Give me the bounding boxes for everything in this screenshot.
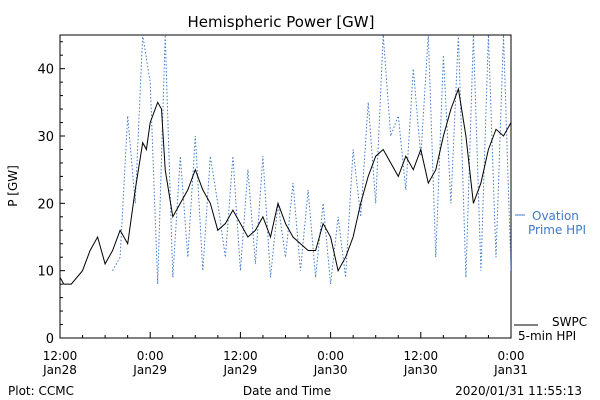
x-axis-ticks: 12:00Jan280:00Jan2912:00Jan290:00Jan3012…	[42, 332, 528, 377]
y-tick-label: 0	[46, 332, 54, 347]
footer-timestamp: 2020/01/31 11:55:13	[455, 384, 582, 398]
x-tick-date: Jan29	[223, 363, 258, 377]
series-layer	[60, 35, 511, 285]
y-axis-label: P [GW]	[6, 165, 20, 207]
footer-source: Plot: CCMC	[8, 384, 74, 398]
ovation-legend-line2: Prime HPI	[528, 223, 586, 237]
y-tick-label: 30	[37, 130, 54, 145]
chart-title: Hemispheric Power [GW]	[188, 13, 375, 31]
x-tick-date: Jan31	[493, 363, 528, 377]
x-tick-date: Jan28	[42, 363, 77, 377]
x-tick-time: 12:00	[404, 349, 439, 363]
y-tick-label: 20	[37, 197, 54, 212]
y-tick-label: 40	[37, 63, 54, 78]
swpc-legend-line1: SWPC	[552, 315, 587, 329]
x-tick-time: 0:00	[317, 349, 344, 363]
y-tick-label: 10	[37, 265, 54, 280]
x-tick-date: Jan30	[313, 363, 348, 377]
x-tick-time: 0:00	[137, 349, 164, 363]
y-axis-ticks: 0 10 20 30 40	[37, 41, 65, 347]
x-tick-date: Jan29	[132, 363, 167, 377]
x-tick-time: 12:00	[223, 349, 258, 363]
x-tick-time: 0:00	[498, 349, 525, 363]
ovation-legend-line1: Ovation	[532, 209, 579, 223]
x-tick-time: 12:00	[43, 349, 78, 363]
swpc-legend-line2: 5-min HPI	[518, 329, 576, 343]
x-axis-label: Date and Time	[243, 384, 331, 398]
plot-frame	[59, 34, 512, 339]
swpc-5-min-hpi-line	[60, 86, 511, 285]
x-tick-date: Jan30	[403, 363, 438, 377]
ovation-prime-hpi-line	[112, 35, 511, 285]
